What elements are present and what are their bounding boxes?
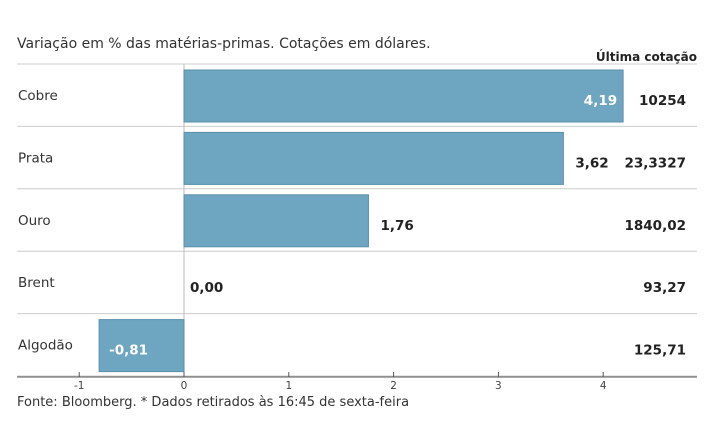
x-tick-label: -1 — [74, 380, 84, 392]
x-tick-label: 2 — [390, 380, 397, 392]
data-label: 4,19 — [584, 93, 617, 109]
chart-source-note: Fonte: Bloomberg. * Dados retirados às 1… — [17, 395, 410, 410]
bar — [183, 69, 624, 123]
chart-subtitle: Variação em % das matérias-primas. Cotaç… — [17, 36, 431, 52]
bar — [183, 194, 369, 248]
bar — [98, 319, 185, 373]
last-quote-header: Última cotação — [595, 50, 697, 64]
last-quote-value: 93,27 — [643, 280, 686, 296]
category-label: Brent — [18, 275, 55, 291]
category-label: Algodão — [18, 338, 73, 354]
bar — [183, 131, 564, 185]
last-quote-value: 23,3327 — [625, 155, 687, 171]
category-label: Prata — [18, 150, 53, 166]
last-quote-value: 125,71 — [634, 343, 686, 359]
category-label: Ouro — [18, 213, 51, 229]
last-quote-value: 1840,02 — [625, 218, 687, 234]
x-tick-label: 1 — [285, 380, 292, 392]
data-label: -0,81 — [109, 343, 148, 359]
data-label: 3,62 — [575, 155, 608, 171]
x-tick-label: 4 — [600, 380, 607, 392]
data-label: 0,00 — [190, 280, 223, 296]
x-tick-label: 0 — [181, 380, 188, 392]
category-label: Cobre — [18, 88, 58, 104]
last-quote-value: 10254 — [639, 93, 686, 109]
x-tick-label: 3 — [495, 380, 502, 392]
data-label: 1,76 — [380, 218, 413, 234]
